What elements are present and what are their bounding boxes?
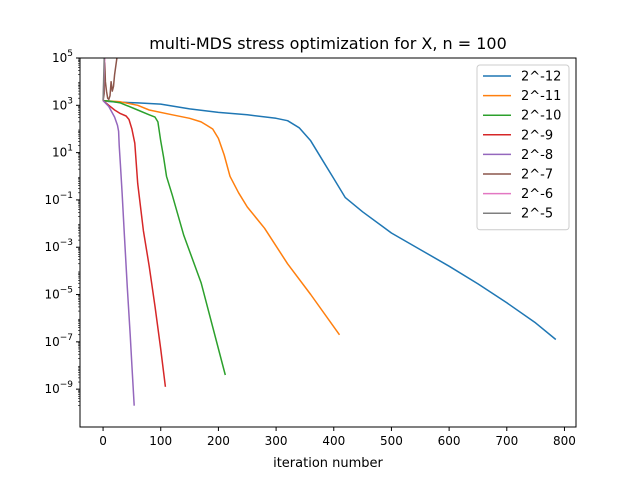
series-line-2^-8 <box>102 100 135 406</box>
x-tick-label: 700 <box>495 434 518 448</box>
x-tick-label: 600 <box>438 434 461 448</box>
legend-label: 2^-5 <box>521 207 553 222</box>
legend-label: 2^-8 <box>521 148 553 163</box>
y-tick-label: 10−3 <box>44 238 73 254</box>
legend-label: 2^-11 <box>521 89 561 104</box>
x-axis-label: iteration number <box>273 456 383 471</box>
y-tick-label: 101 <box>52 144 73 160</box>
series-line-2^-5 <box>102 58 105 101</box>
legend-box <box>476 64 570 231</box>
x-tick-label: 200 <box>207 434 230 448</box>
y-tick-label: 105 <box>52 49 73 65</box>
x-axis: 0 100 200 300 400 500 600 700 800 <box>99 427 576 448</box>
y-tick-label: 10−9 <box>44 380 73 396</box>
y-tick-label: 10−5 <box>44 286 73 302</box>
series-line-2^-10 <box>103 99 227 376</box>
y-tick-label: 10−7 <box>44 333 73 349</box>
y-axis: 105 103 101 10−1 10−3 10−5 10−7 10−9 <box>44 49 80 406</box>
x-tick-label: 0 <box>99 434 107 448</box>
series-line-2^-12 <box>102 99 557 341</box>
x-tick-label: 100 <box>149 434 172 448</box>
series-lines <box>102 58 557 406</box>
legend-label: 2^-6 <box>521 187 553 202</box>
series-line-2^-9 <box>102 100 167 387</box>
y-tick-label: 103 <box>52 96 73 112</box>
legend-label: 2^-7 <box>521 168 553 183</box>
x-tick-label: 400 <box>322 434 345 448</box>
legend-label: 2^-10 <box>521 109 561 124</box>
y-tick-label: 10−1 <box>44 191 73 207</box>
chart-title: multi-MDS stress optimization for X, n =… <box>149 34 507 53</box>
legend: 2^-12 2^-11 2^-10 2^-9 2^-8 2^-7 2^-6 2^-5 <box>476 64 570 231</box>
plot-frame <box>79 57 577 428</box>
legend-label: 2^-12 <box>521 70 561 85</box>
series-line-2^-11 <box>103 99 341 336</box>
x-tick-label: 800 <box>553 434 576 448</box>
x-tick-label: 500 <box>380 434 403 448</box>
legend-label: 2^-9 <box>521 128 553 143</box>
x-tick-label: 300 <box>265 434 288 448</box>
